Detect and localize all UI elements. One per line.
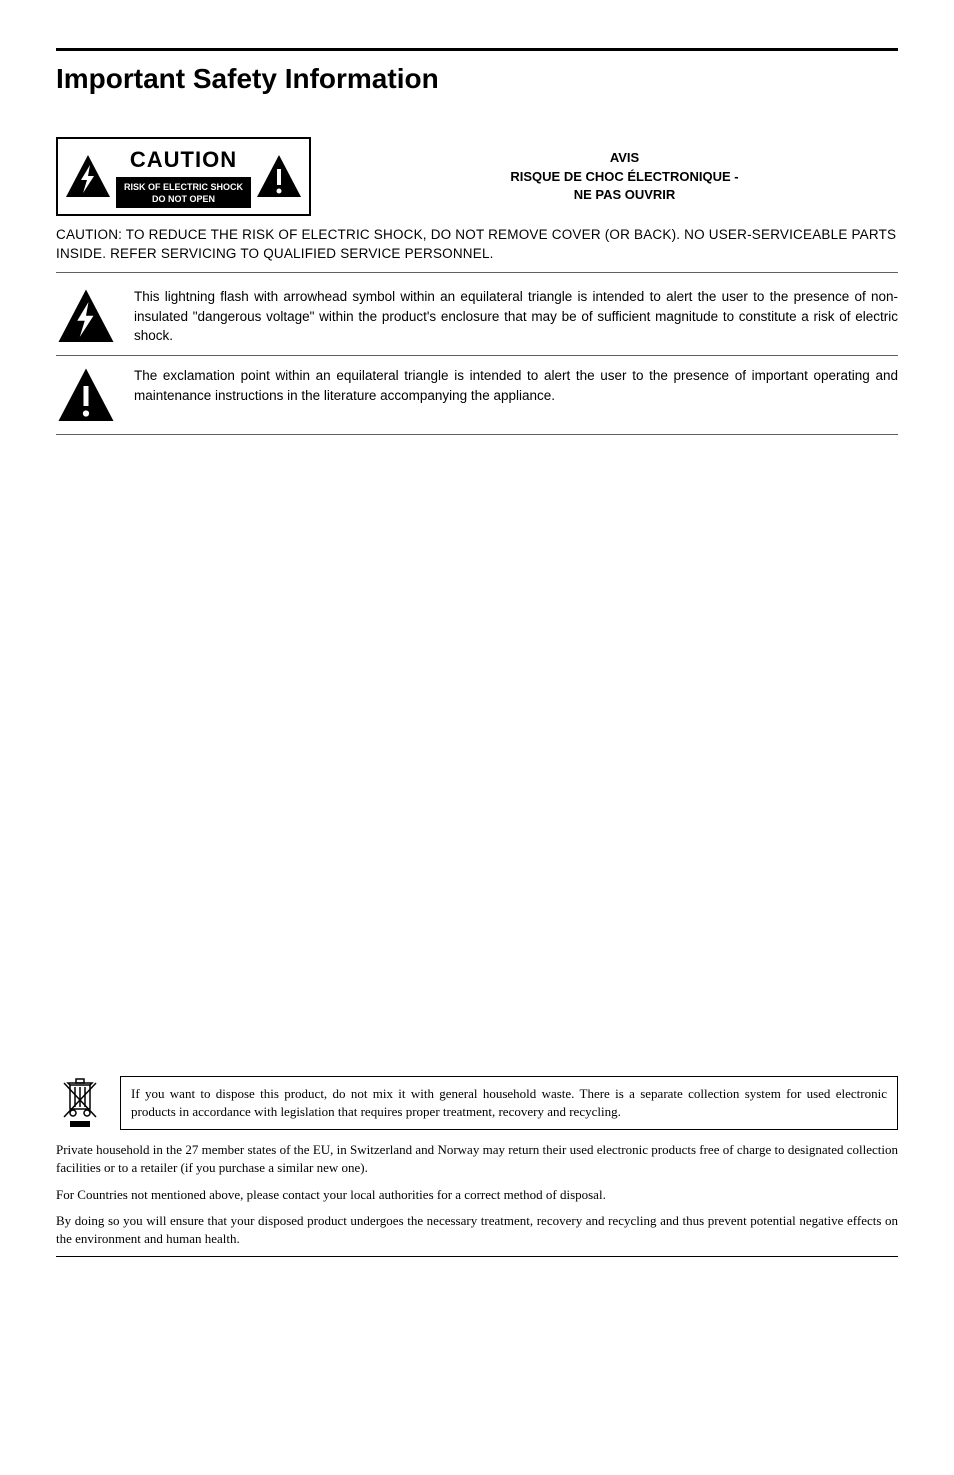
caution-center: CAUTION RISK OF ELECTRIC SHOCK DO NOT OP…: [116, 145, 251, 208]
exclaim-text: The exclamation point within an equilate…: [134, 366, 898, 405]
caution-text: CAUTION: TO REDUCE THE RISK OF ELECTRIC …: [56, 226, 898, 273]
avis-line1: AVIS: [610, 150, 639, 165]
lightning-row: This lightning flash with arrowhead symb…: [56, 277, 898, 356]
weee-row: If you want to dispose this product, do …: [56, 1075, 898, 1131]
weee-p3: By doing so you will ensure that your di…: [56, 1212, 898, 1248]
avis-block: AVIS RISQUE DE CHOC ÉLECTRONIQUE - NE PA…: [351, 149, 898, 204]
avis-line3: NE PAS OUVRIR: [574, 187, 676, 202]
caution-sub-line2: DO NOT OPEN: [152, 194, 215, 204]
avis-line2: RISQUE DE CHOC ÉLECTRONIQUE -: [510, 169, 738, 184]
lightning-text: This lightning flash with arrowhead symb…: [134, 287, 898, 346]
caution-sub: RISK OF ELECTRIC SHOCK DO NOT OPEN: [116, 179, 251, 208]
exclamation-triangle-icon: [255, 153, 303, 201]
exclaim-row: The exclamation point within an equilate…: [56, 356, 898, 435]
weee-p2: For Countries not mentioned above, pleas…: [56, 1186, 898, 1204]
caution-row: CAUTION RISK OF ELECTRIC SHOCK DO NOT OP…: [56, 137, 898, 216]
content-gap: [56, 435, 898, 1075]
caution-sub-line1: RISK OF ELECTRIC SHOCK: [124, 182, 243, 192]
weee-box-text: If you want to dispose this product, do …: [120, 1076, 898, 1130]
weee-p1: Private household in the 27 member state…: [56, 1141, 898, 1177]
lightning-triangle-icon: [64, 153, 112, 201]
lightning-triangle-icon: [56, 287, 116, 347]
exclamation-triangle-icon: [56, 366, 116, 426]
top-rule: [56, 48, 898, 51]
caution-box: CAUTION RISK OF ELECTRIC SHOCK DO NOT OP…: [56, 137, 311, 216]
caution-word: CAUTION: [116, 145, 251, 179]
page-title: Important Safety Information: [56, 63, 898, 95]
weee-bin-icon: [56, 1075, 104, 1131]
bottom-rule: [56, 1256, 898, 1257]
